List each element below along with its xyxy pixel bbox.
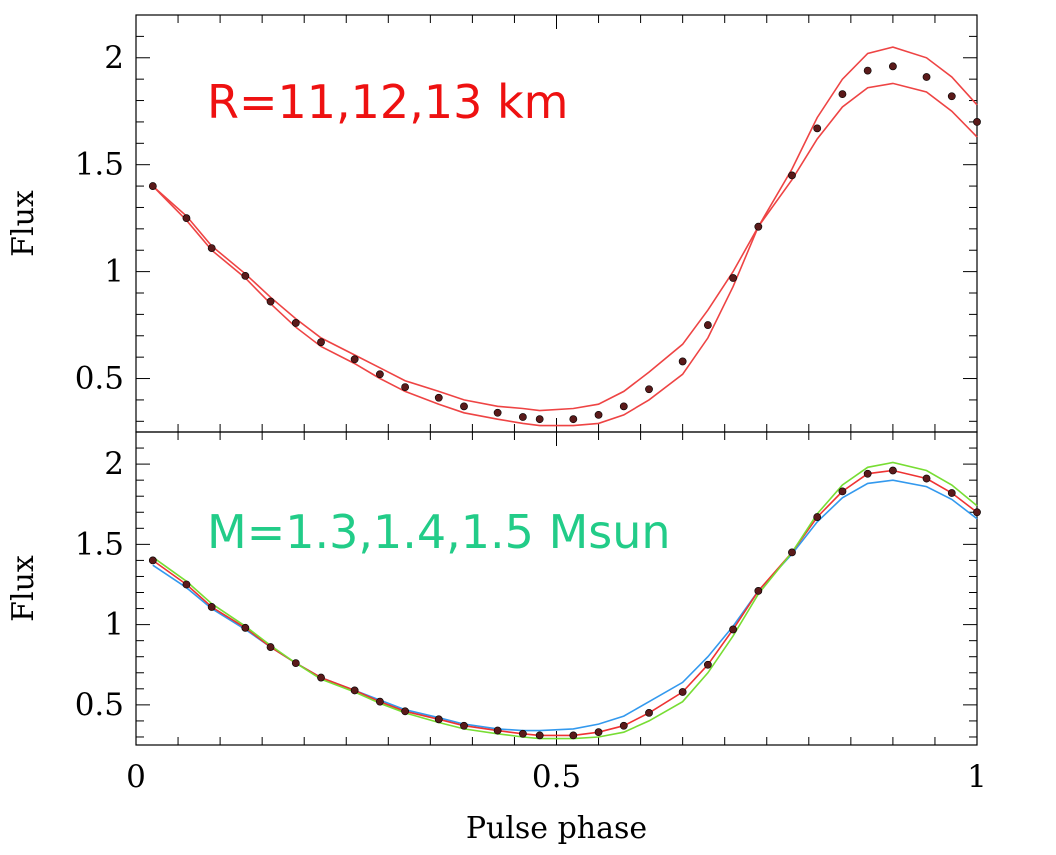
- data-point: [207, 603, 216, 611]
- data-point: [401, 707, 410, 716]
- data-point: [889, 62, 897, 71]
- data-point: [922, 73, 931, 81]
- data-point: [460, 721, 468, 730]
- data-point: [493, 726, 502, 735]
- y-axis-label: Flux: [6, 555, 41, 622]
- data-point: [317, 673, 325, 682]
- data-point: [434, 715, 443, 724]
- data-point: [678, 688, 687, 696]
- data-point: [813, 124, 822, 133]
- data-point: [569, 731, 578, 740]
- data-point: [619, 402, 628, 411]
- data-point: [207, 244, 216, 252]
- data-point: [678, 357, 687, 366]
- data-point: [947, 489, 956, 497]
- data-point: [703, 660, 712, 669]
- y-tick-label: 0.5: [75, 361, 124, 397]
- data-point: [375, 370, 384, 379]
- data-point: [535, 415, 544, 424]
- y-tick-label: 1: [104, 607, 124, 643]
- data-point: [645, 385, 653, 394]
- data-point: [594, 728, 603, 737]
- panel-1: 0.5 1 1.5 2 Flux R=11,12,13 km: [6, 14, 981, 433]
- data-point: [148, 182, 157, 190]
- data-point: [182, 580, 191, 589]
- data-point: [754, 587, 763, 595]
- data-point: [493, 408, 502, 417]
- data-point: [148, 556, 157, 565]
- data-point: [813, 513, 822, 521]
- data-point: [375, 697, 384, 706]
- data-point: [291, 659, 300, 668]
- data-point: [619, 721, 628, 730]
- data-point: [569, 415, 578, 424]
- y-tick-label: 1: [104, 254, 124, 290]
- data-point: [729, 274, 738, 282]
- series-line-3: [152, 461, 978, 740]
- data-point: [266, 643, 275, 651]
- series-line-2: [152, 46, 978, 427]
- y-tick-label: 1.5: [75, 526, 124, 562]
- y-tick-label: 0.5: [75, 687, 124, 723]
- data-point: [535, 731, 544, 740]
- data-point: [291, 319, 300, 327]
- x-tick-label: 1: [967, 759, 987, 795]
- data-point: [266, 297, 275, 306]
- series-line-1: [152, 82, 978, 412]
- x-axis-label: Pulse phase: [466, 811, 647, 846]
- data-point: [460, 402, 468, 411]
- data-point: [838, 90, 847, 99]
- y-tick-label: 1.5: [75, 147, 124, 183]
- data-point: [518, 413, 527, 421]
- data-point: [518, 729, 527, 738]
- data-point: [350, 686, 359, 695]
- data-point: [703, 321, 712, 329]
- data-point: [241, 271, 250, 280]
- panel-annotation: M=1.3,1.4,1.5 Msun: [207, 505, 671, 559]
- data-point: [401, 383, 410, 391]
- data-point: [317, 338, 325, 347]
- data-point: [594, 410, 603, 419]
- data-point: [889, 466, 897, 475]
- x-tick-label: 0: [126, 759, 146, 795]
- data-point: [754, 222, 763, 231]
- data-point: [434, 393, 443, 402]
- y-tick-label: 2: [104, 446, 124, 482]
- x-tick-label: 0.5: [532, 759, 581, 795]
- panel-annotation: R=11,12,13 km: [207, 75, 568, 129]
- data-point: [973, 118, 981, 126]
- y-tick-label: 2: [104, 40, 124, 76]
- data-point: [947, 92, 956, 101]
- data-point: [788, 548, 796, 557]
- data-point: [788, 171, 796, 180]
- data-point: [973, 508, 981, 517]
- data-point: [863, 66, 872, 75]
- data-point: [729, 625, 738, 634]
- data-point: [241, 623, 250, 632]
- data-point: [182, 214, 191, 223]
- data-point: [863, 469, 872, 478]
- data-point: [350, 355, 359, 364]
- data-point: [838, 487, 847, 496]
- data-point: [645, 708, 653, 717]
- y-axis-label: Flux: [6, 190, 41, 257]
- data-point: [922, 474, 931, 483]
